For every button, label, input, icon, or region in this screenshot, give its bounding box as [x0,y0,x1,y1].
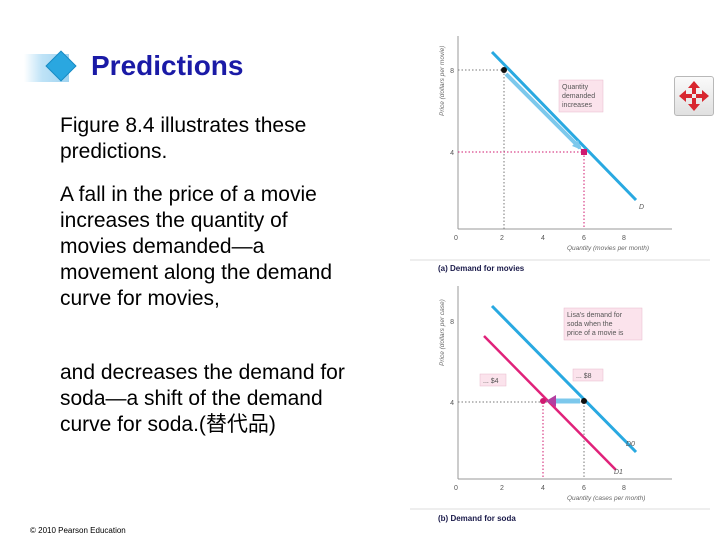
panel-a-xtick-6: 6 [582,235,586,242]
panel-b-tag-4: ... $4 [483,378,499,385]
panel-a-point-initial [501,67,507,73]
panel-b-ylabel: Price (dollars per case) [439,299,446,366]
panel-b-callout-box [563,307,643,341]
move-arrows-icon[interactable] [674,76,714,116]
panel-b-xtick-2: 2 [500,485,504,492]
panel-a-callout-line-1: Quantity [562,84,589,91]
panel-a-point-new [581,149,587,155]
panel-b-point-new [540,398,546,404]
panel-a-ytick-4: 4 [450,150,454,157]
paragraph-1: Figure 8.4 illustrates these predictions… [60,114,307,163]
panel-b-tag-8-box [572,368,604,382]
panel-b-curve-label-d0: D0 [626,441,635,448]
paragraph-3: and decreases the demand for soda—a shif… [60,361,345,436]
panel-b-xtick-8: 8 [622,485,626,492]
panel-b-point-initial [581,398,587,404]
panel-a-xlabel: Quantity (movies per month) [567,245,649,252]
panel-b-curve-label-d1: D1 [614,469,623,476]
panel-b-callout-line-1: Lisa's demand for [567,312,623,319]
panel-a-callout-line-2: demanded [562,93,595,100]
panel-a-demand-curve [490,50,638,202]
panel-b-d0-curve [490,304,638,454]
panel-a-callout-box [558,79,604,113]
copyright-notice: © 2010 Pearson Education [30,526,126,535]
paragraph-2: A fall in the price of a movie increases… [60,183,333,310]
panel-a-callout-line-3: increases [562,102,592,109]
panel-b-callout-line-3: price of a movie is [567,330,624,337]
panel-a-xtick-4: 4 [541,235,545,242]
panel-b-ytick-8: 8 [450,319,454,326]
panel-b-ytick-4: 4 [450,400,454,407]
panel-a-ytick-8: 8 [450,68,454,75]
panel-a-curve-label: D [639,204,644,211]
panel-a-ylabel: Price (dollars per movie) [439,46,446,116]
panel-b-tag-4-box [479,373,507,387]
panel-a-label: (a) Demand for movies [438,264,525,273]
figure-8-4: Price (dollars per movie) 8 4 0 2 4 6 8 … [410,24,710,530]
panel-a-movement-arrow [504,72,582,150]
panel-b-tag-8: ... $8 [576,373,592,380]
panel-b-shift-arrowhead [546,395,556,407]
panel-a-arrowhead [572,140,582,150]
panel-a-xtick-0: 0 [454,235,458,242]
panel-a: Price (dollars per movie) 8 4 0 2 4 6 8 … [410,36,710,273]
panel-b-xtick-4: 4 [541,485,545,492]
panel-b-label: (b) Demand for soda [438,514,516,523]
panel-b-callout-line-2: soda when the [567,321,613,328]
panel-b: Price (dollars per case) 8 4 0 2 4 6 8 Q… [410,286,710,523]
panel-a-xtick-2: 2 [500,235,504,242]
panel-b-xtick-0: 0 [454,485,458,492]
slide-title: Predictions [91,50,244,81]
panel-b-xtick-6: 6 [582,485,586,492]
panel-b-xlabel: Quantity (cases per month) [567,495,645,502]
panel-a-xtick-8: 8 [622,235,626,242]
